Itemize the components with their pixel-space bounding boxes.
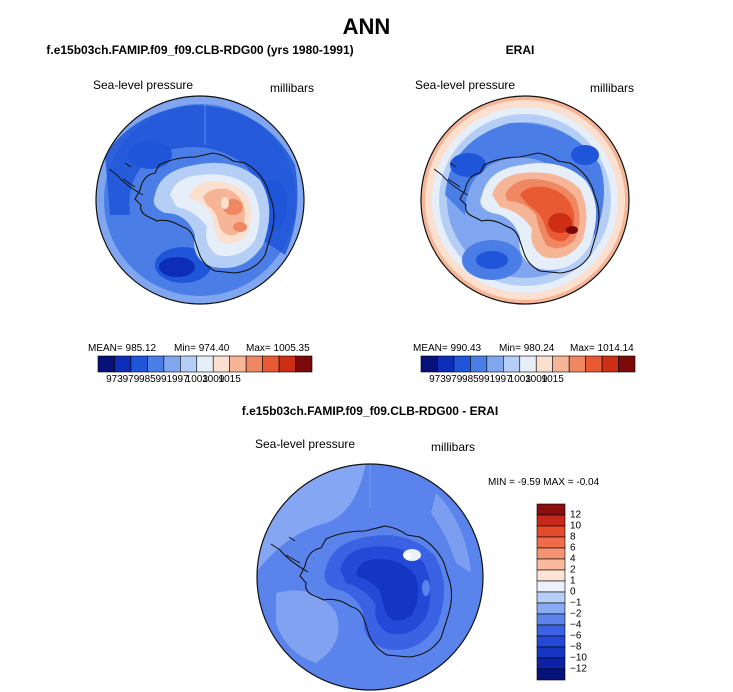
colorbar-tick: 991 — [155, 374, 173, 385]
colorbar-tick: 1009 — [525, 374, 548, 385]
colorbar-tick: 1009 — [202, 374, 225, 385]
colorbar-swatch — [180, 355, 198, 373]
colorbar-tick: 979 — [122, 374, 140, 385]
colorbar-tick: −12 — [570, 663, 587, 675]
colorbar-swatch — [114, 355, 132, 373]
colorbar-swatch — [437, 355, 455, 373]
colorbar-tick: 997 — [171, 374, 189, 385]
colorbar-swatch — [130, 355, 148, 373]
colorbar-swatch — [536, 503, 566, 516]
colorbar-tick: 6 — [570, 542, 576, 554]
colorbar-swatch — [453, 355, 471, 373]
colorbar-swatch — [212, 355, 230, 373]
colorbar-swatch — [503, 355, 521, 373]
colorbar-swatch — [536, 569, 566, 582]
colorbar-swatch — [601, 355, 619, 373]
panel2-title: ERAI — [505, 43, 535, 57]
colorbar-tick: 1015 — [218, 374, 241, 385]
colorbar-tick: 10 — [570, 520, 582, 532]
colorbar-swatch — [585, 355, 603, 373]
panel2-units-label: millibars — [590, 81, 635, 95]
panel2-colorbar-ticks: 973 979 985 991 997 1003 1009 1015 — [421, 374, 635, 388]
panel1-map — [95, 95, 305, 305]
colorbar-swatch — [420, 355, 438, 373]
colorbar-swatch — [147, 355, 165, 373]
colorbar-tick: −1 — [570, 597, 582, 609]
panel2-map — [420, 95, 630, 305]
colorbar-swatch — [278, 355, 296, 373]
colorbar-tick: 973 — [429, 374, 446, 385]
colorbar-swatch — [552, 355, 570, 373]
colorbar-tick: 991 — [478, 374, 496, 385]
panel1-colorbar — [97, 355, 313, 373]
colorbar-tick: 8 — [570, 531, 576, 543]
panel3-colorbar — [536, 503, 566, 681]
colorbar-swatch — [618, 355, 636, 373]
colorbar-tick: 1015 — [541, 374, 564, 385]
colorbar-tick: −2 — [570, 608, 582, 620]
colorbar-swatch — [229, 355, 247, 373]
colorbar-swatch — [536, 547, 566, 560]
colorbar-tick: −10 — [570, 652, 587, 664]
colorbar-swatch — [568, 355, 586, 373]
colorbar-tick: 985 — [139, 374, 156, 385]
panel1-max: Max= 1005.35 — [246, 343, 310, 354]
panel2-colorbar — [420, 355, 636, 373]
colorbar-swatch — [245, 355, 263, 373]
colorbar-tick: 0 — [570, 586, 576, 598]
colorbar-swatch — [536, 525, 566, 538]
colorbar-swatch — [486, 355, 504, 373]
panel1-variable-label: Sea-level pressure — [93, 78, 194, 92]
colorbar-swatch — [536, 635, 566, 648]
colorbar-swatch — [470, 355, 488, 373]
colorbar-tick: 12 — [570, 509, 582, 521]
panel3-variable-label: Sea-level pressure — [255, 437, 356, 451]
colorbar-swatch — [295, 355, 313, 373]
colorbar-tick: 979 — [445, 374, 463, 385]
colorbar-tick: −6 — [570, 630, 582, 642]
colorbar-tick: 2 — [570, 564, 576, 576]
colorbar-swatch — [536, 624, 566, 637]
panel2-min: Min= 980.24 — [499, 343, 555, 354]
colorbar-swatch — [262, 355, 280, 373]
colorbar-swatch — [196, 355, 214, 373]
colorbar-tick: 1003 — [185, 374, 208, 385]
colorbar-tick: −8 — [570, 641, 582, 653]
colorbar-swatch — [536, 646, 566, 659]
panel2-variable-label: Sea-level pressure — [415, 78, 516, 92]
panel1-units-label: millibars — [270, 81, 315, 95]
colorbar-tick: 1003 — [508, 374, 531, 385]
colorbar-tick: 985 — [462, 374, 479, 385]
colorbar-tick: 1 — [570, 575, 576, 587]
colorbar-tick: 973 — [106, 374, 123, 385]
colorbar-swatch — [536, 591, 566, 604]
colorbar-swatch — [536, 613, 566, 626]
colorbar-swatch — [536, 657, 566, 670]
panel3-title: f.e15b03ch.FAMIP.f09_f09.CLB-RDG00 - ERA… — [241, 404, 499, 418]
panel1-colorbar-ticks: 973 979 985 991 997 1003 1009 1015 — [98, 374, 312, 388]
colorbar-swatch — [536, 668, 566, 681]
panel2-mean: MEAN= 990.43 — [413, 343, 482, 354]
colorbar-swatch — [536, 536, 566, 549]
colorbar-swatch — [163, 355, 181, 373]
colorbar-swatch — [536, 514, 566, 527]
colorbar-swatch — [536, 580, 566, 593]
colorbar-swatch — [97, 355, 115, 373]
panel2-max: Max= 1014.14 — [570, 343, 634, 354]
colorbar-tick: 4 — [570, 553, 576, 565]
panel3-units-label: millibars — [431, 440, 476, 454]
colorbar-swatch — [535, 355, 553, 373]
colorbar-swatch — [519, 355, 537, 373]
panel3-map — [256, 463, 484, 691]
colorbar-swatch — [536, 558, 566, 571]
main-title: ANN — [342, 14, 391, 39]
panel3-colorbar-ticks: 12 10 8 6 4 2 1 0 −1 −2 −4 −6 −8 −10 −12 — [570, 504, 600, 680]
panel3-min-max: MIN = -9.59 MAX = -0.04 — [488, 477, 600, 488]
colorbar-swatch — [536, 602, 566, 615]
colorbar-tick: −4 — [570, 619, 582, 631]
panel1-mean: MEAN= 985.12 — [88, 343, 157, 354]
colorbar-tick: 997 — [494, 374, 512, 385]
panel1-min: Min= 974.40 — [174, 343, 230, 354]
panel1-title: f.e15b03ch.FAMIP.f09_f09.CLB-RDG00 (yrs … — [46, 43, 354, 57]
